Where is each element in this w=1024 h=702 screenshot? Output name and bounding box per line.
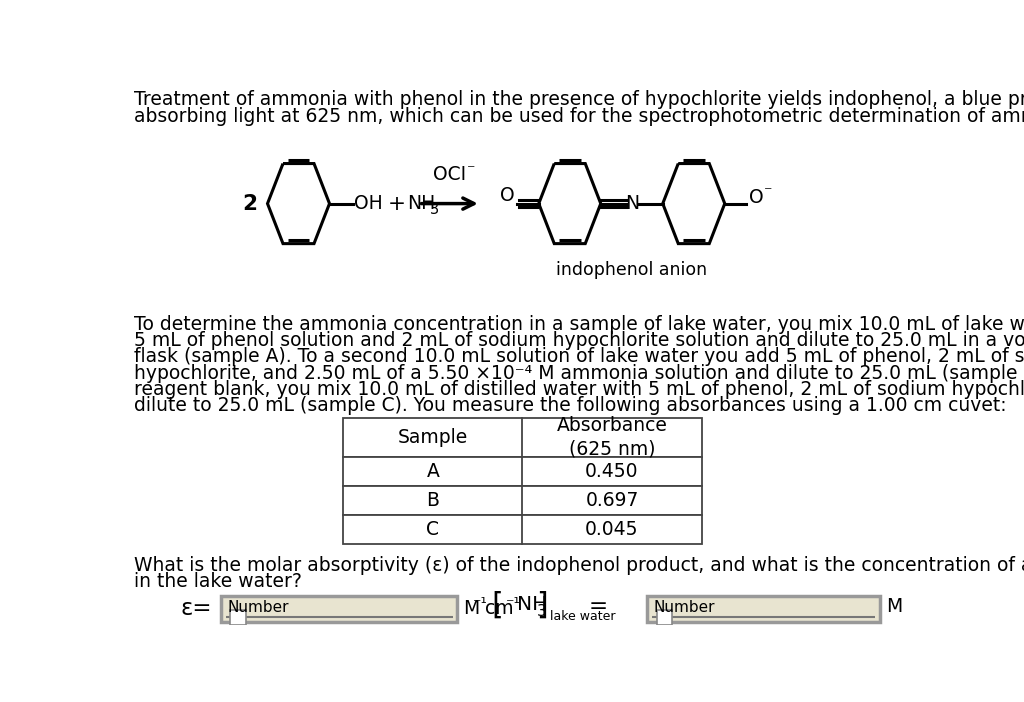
Bar bbox=[343, 418, 701, 456]
Text: 2: 2 bbox=[243, 194, 258, 213]
Text: cm: cm bbox=[484, 600, 513, 618]
Text: ⁻: ⁻ bbox=[467, 162, 475, 177]
Text: OH: OH bbox=[354, 194, 383, 213]
Text: What is the molar absorptivity (ε) of the indophenol product, and what is the co: What is the molar absorptivity (ε) of th… bbox=[134, 556, 1024, 575]
Text: 0.045: 0.045 bbox=[586, 520, 639, 539]
Text: Number: Number bbox=[227, 600, 289, 616]
Text: A: A bbox=[427, 462, 439, 481]
Bar bbox=[343, 456, 701, 486]
Bar bbox=[343, 486, 701, 515]
Text: 0.697: 0.697 bbox=[586, 491, 639, 510]
Bar bbox=[343, 515, 701, 544]
Text: OCI: OCI bbox=[433, 165, 466, 184]
Text: [: [ bbox=[492, 590, 504, 619]
Text: O: O bbox=[500, 187, 515, 206]
Text: reagent blank, you mix 10.0 mL of distilled water with 5 mL of phenol, 2 mL of s: reagent blank, you mix 10.0 mL of distil… bbox=[134, 380, 1024, 399]
Text: ⁻: ⁻ bbox=[764, 185, 772, 199]
Text: 5 mL of phenol solution and 2 mL of sodium hypochlorite solution and dilute to 2: 5 mL of phenol solution and 2 mL of sodi… bbox=[134, 331, 1024, 350]
Text: N: N bbox=[625, 194, 639, 213]
Text: Treatment of ammonia with phenol in the presence of hypochlorite yields indophen: Treatment of ammonia with phenol in the … bbox=[134, 91, 1024, 110]
Text: lake water: lake water bbox=[550, 610, 615, 623]
Bar bbox=[221, 596, 458, 622]
Text: ⁻¹: ⁻¹ bbox=[506, 596, 520, 611]
Text: M: M bbox=[886, 597, 902, 616]
Text: C: C bbox=[426, 520, 439, 539]
Bar bbox=[230, 609, 246, 625]
Text: O: O bbox=[749, 188, 764, 207]
Bar bbox=[647, 596, 880, 622]
Text: NH: NH bbox=[517, 595, 548, 614]
Text: in the lake water?: in the lake water? bbox=[134, 572, 302, 591]
Text: B: B bbox=[426, 491, 439, 510]
Text: =: = bbox=[589, 595, 608, 618]
Text: Number: Number bbox=[653, 600, 715, 616]
Text: hypochlorite, and 2.50 mL of a 5.50 ×10⁻⁴ M ammonia solution and dilute to 25.0 : hypochlorite, and 2.50 mL of a 5.50 ×10⁻… bbox=[134, 364, 1024, 383]
Text: M: M bbox=[464, 600, 480, 618]
Text: 0.450: 0.450 bbox=[586, 462, 639, 481]
Text: absorbing light at 625 nm, which can be used for the spectrophotometric determin: absorbing light at 625 nm, which can be … bbox=[134, 107, 1024, 126]
Bar bbox=[656, 609, 672, 625]
Text: 3: 3 bbox=[538, 604, 547, 618]
Text: Absorbance
(625 nm): Absorbance (625 nm) bbox=[557, 416, 668, 458]
Text: To determine the ammonia concentration in a sample of lake water, you mix 10.0 m: To determine the ammonia concentration i… bbox=[134, 315, 1024, 334]
Text: 3: 3 bbox=[430, 202, 439, 217]
Text: dilute to 25.0 mL (sample C). You measure the following absorbances using a 1.00: dilute to 25.0 mL (sample C). You measur… bbox=[134, 396, 1007, 415]
Text: flask (sample A). To a second 10.0 mL solution of lake water you add 5 mL of phe: flask (sample A). To a second 10.0 mL so… bbox=[134, 347, 1024, 366]
Text: ]: ] bbox=[536, 590, 548, 619]
Text: NH: NH bbox=[407, 194, 435, 213]
Text: +: + bbox=[388, 194, 406, 213]
Text: ε=: ε= bbox=[180, 597, 212, 621]
Text: Sample: Sample bbox=[398, 428, 468, 447]
Text: indophenol anion: indophenol anion bbox=[556, 260, 708, 279]
Text: ⁻¹: ⁻¹ bbox=[473, 596, 487, 611]
